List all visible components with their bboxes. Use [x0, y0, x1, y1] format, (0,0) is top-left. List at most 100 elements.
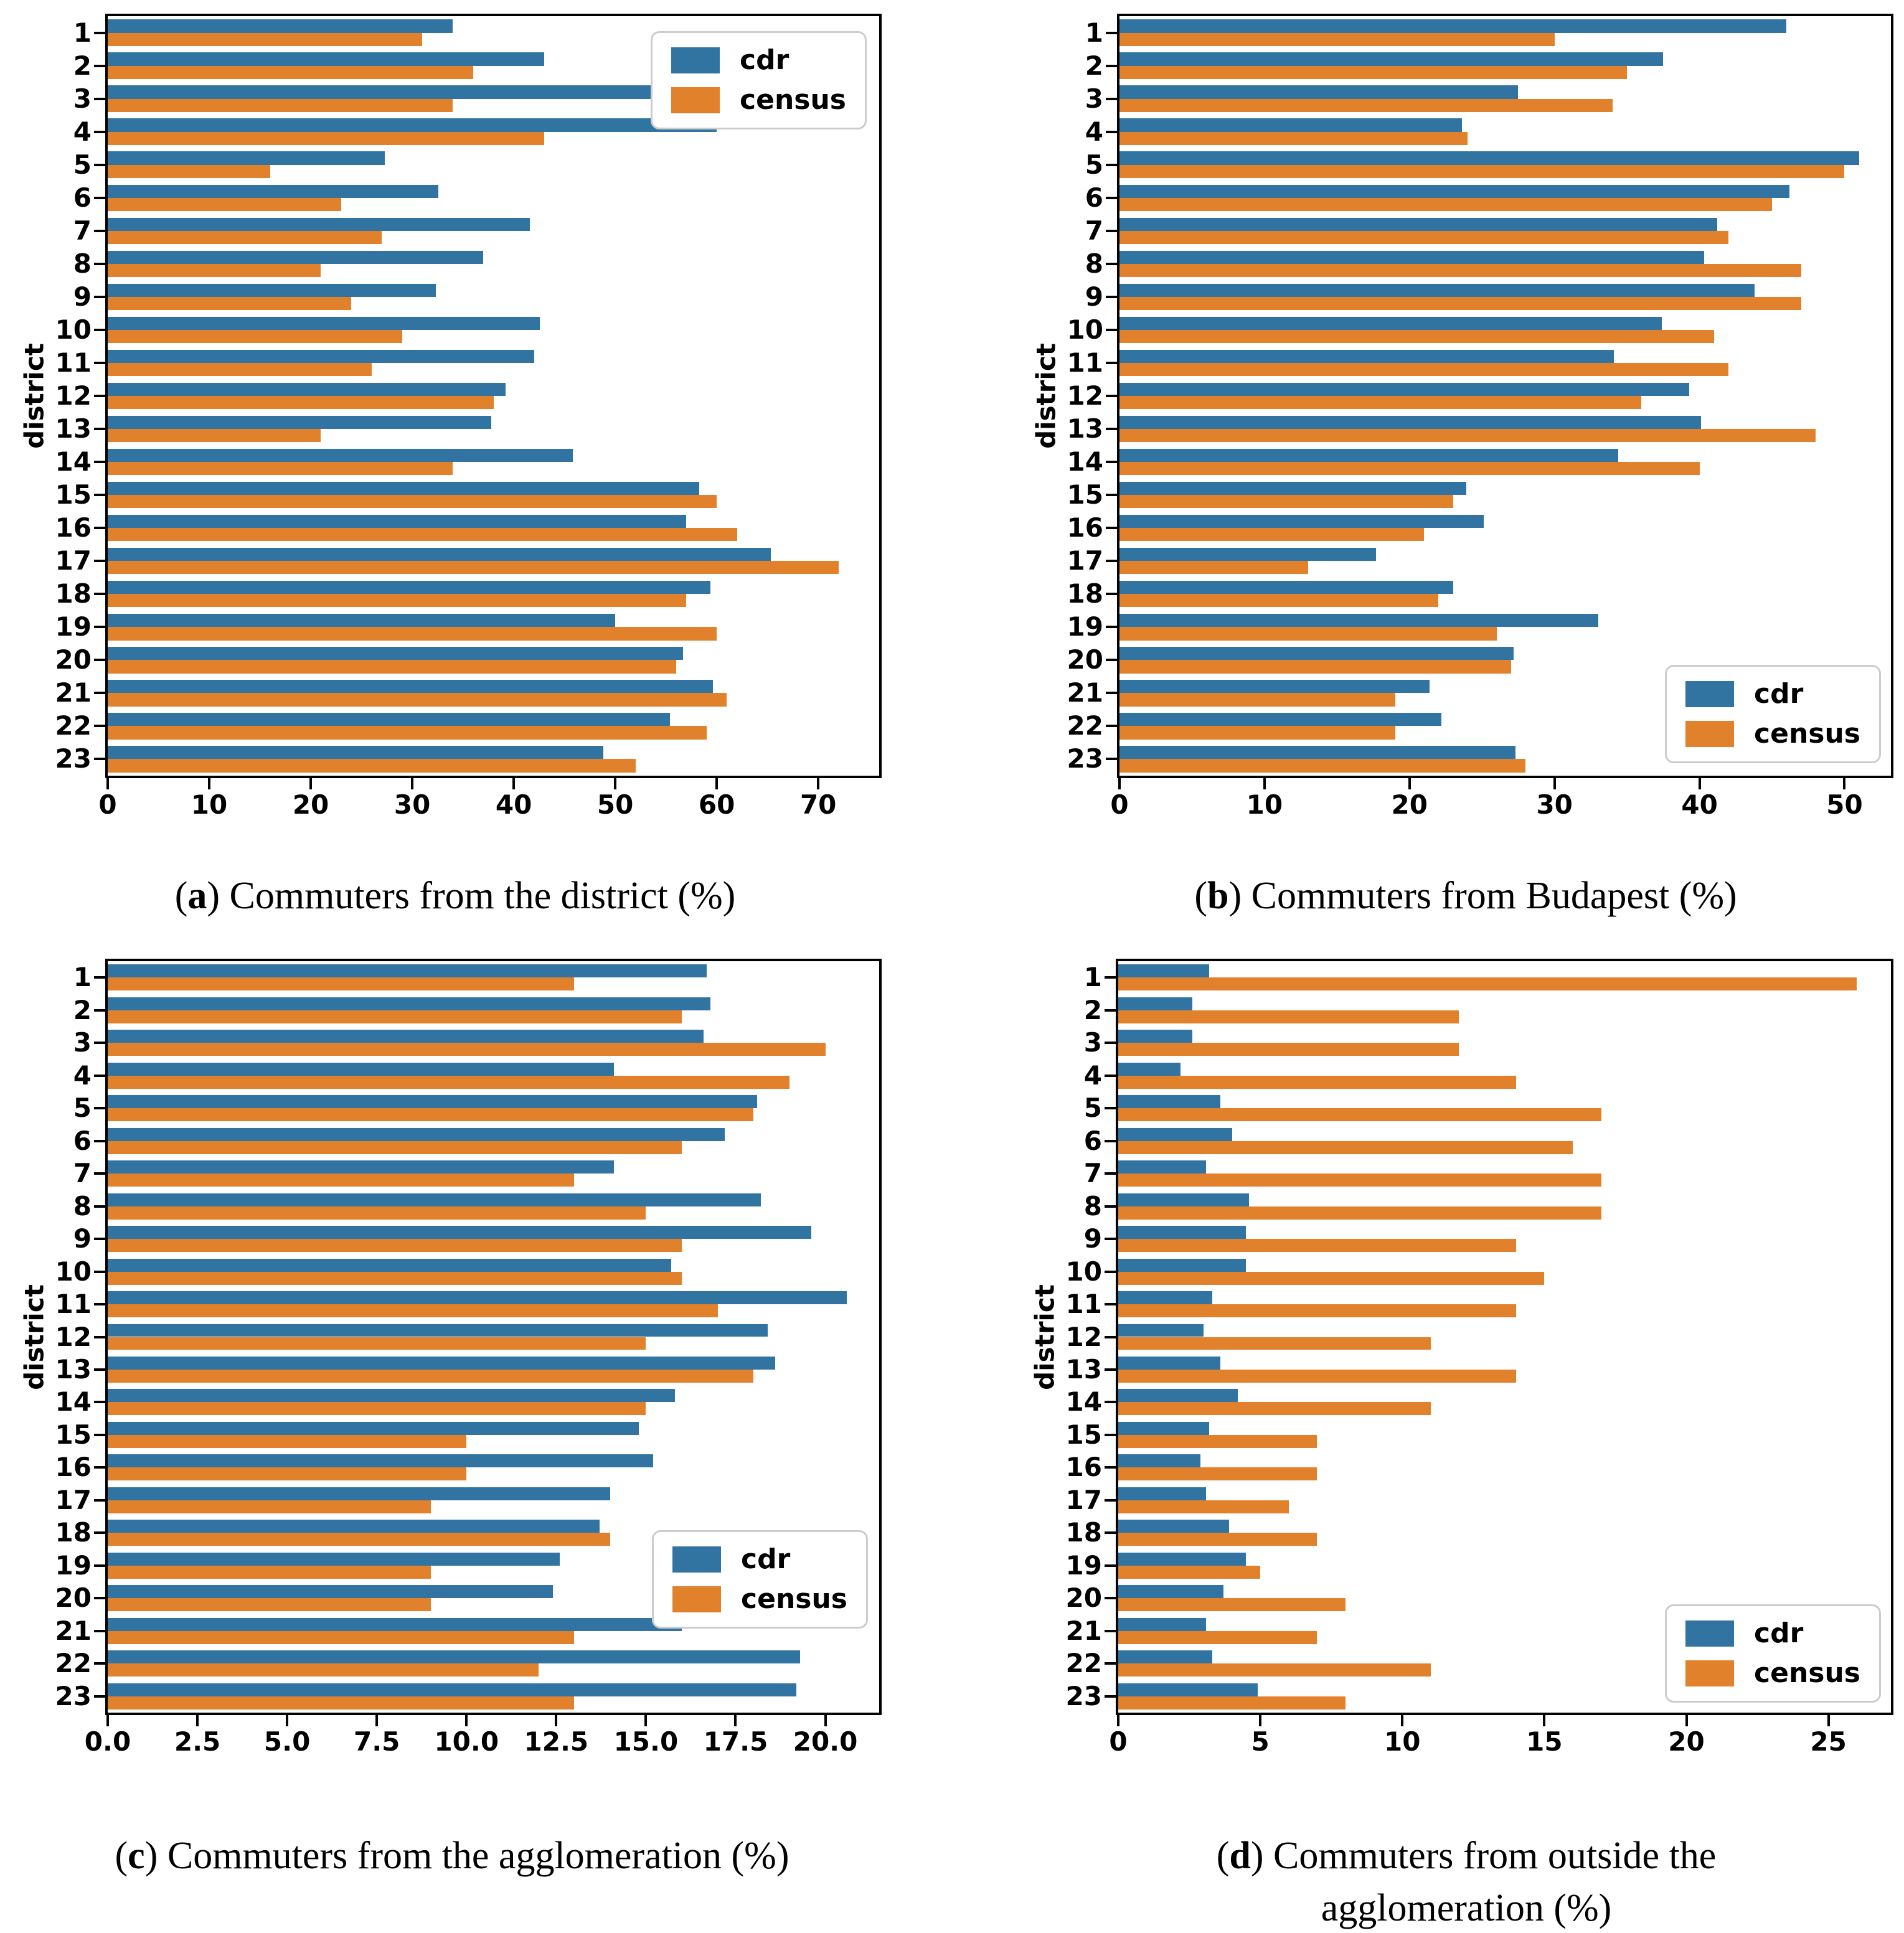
y-tick-label-district-13: 13	[55, 413, 92, 444]
y-tick-label-district-1: 1	[73, 962, 92, 993]
bar-cdr-district-18	[108, 1520, 600, 1533]
legend-swatch-census	[1685, 721, 1735, 747]
y-tick-mark	[94, 1629, 105, 1632]
y-tick-mark	[94, 461, 105, 464]
y-tick-label-district-13: 13	[55, 1353, 92, 1385]
legend-label-census: census	[741, 1583, 847, 1615]
y-tick-label-district-21: 21	[55, 1615, 92, 1646]
bar-census-district-4	[108, 1075, 789, 1089]
y-tick-mark	[1106, 395, 1117, 397]
bar-cdr-district-1	[108, 964, 707, 978]
y-tick-mark	[1106, 64, 1117, 67]
y-tick-label-district-22: 22	[1065, 1648, 1102, 1679]
bar-cdr-district-1	[1119, 19, 1787, 33]
bar-cdr-district-14	[1119, 448, 1619, 463]
bar-census-district-9	[108, 1239, 682, 1253]
y-tick-mark	[94, 692, 105, 695]
bar-census-district-23	[108, 759, 636, 773]
legend-label-cdr: cdr	[741, 1543, 791, 1575]
legend-label-census: census	[1754, 1657, 1860, 1689]
y-tick-mark	[1105, 1107, 1116, 1110]
y-tick-mark	[94, 1042, 105, 1045]
bar-cdr-district-16	[108, 1454, 653, 1468]
x-tick-mark	[715, 778, 719, 789]
y-tick-mark	[1106, 593, 1117, 596]
y-tick-label-district-5: 5	[1083, 1093, 1102, 1124]
bar-census-district-5	[108, 1108, 754, 1122]
x-tick-label-70: 70	[799, 789, 837, 820]
bar-census-district-8	[108, 263, 321, 278]
bar-census-district-3	[1119, 98, 1613, 112]
x-tick-mark	[1685, 1715, 1688, 1726]
bar-cdr-district-23	[108, 1683, 797, 1696]
x-tick-mark	[375, 1715, 379, 1726]
y-tick-label-district-17: 17	[55, 1484, 92, 1515]
bar-cdr-district-2	[1119, 52, 1664, 66]
bar-cdr-district-17	[1119, 548, 1377, 562]
bar-census-district-1	[1118, 977, 1857, 991]
bar-cdr-district-4	[108, 118, 717, 132]
x-tick-label-0: 0	[1109, 1726, 1128, 1757]
y-tick-label-district-4: 4	[1083, 1060, 1102, 1091]
bar-cdr-district-15	[108, 1421, 639, 1435]
x-tick-label-7.5: 7.5	[354, 1726, 400, 1757]
bar-cdr-district-8	[1118, 1193, 1249, 1206]
y-tick-mark	[94, 1564, 105, 1567]
chart-panel-b-commuters-from-budapest: 1 2 3 4 5 6 7 8 9 10 11 12 13 14 15 16 17 18 19 20 21 22 23 0 10…	[1031, 14, 1893, 818]
y-tick-mark	[94, 1238, 105, 1241]
y-tick-label-district-14: 14	[1067, 446, 1103, 477]
x-tick-label-50: 50	[1826, 789, 1863, 820]
legend-label-census: census	[1754, 718, 1860, 750]
bar-census-district-7	[1118, 1173, 1601, 1187]
y-tick-label-district-2: 2	[1083, 994, 1102, 1025]
caption-panel-b: (b) Commuters from Budapest (%)	[1194, 875, 1737, 917]
bar-census-district-8	[108, 1206, 646, 1220]
bar-census-district-22	[1119, 726, 1395, 740]
bar-census-district-16	[1118, 1467, 1317, 1481]
y-tick-label-district-5: 5	[73, 149, 92, 180]
x-tick-label-12.5: 12.5	[524, 1726, 589, 1757]
bar-census-district-20	[1119, 660, 1511, 674]
bar-census-district-16	[1119, 528, 1425, 542]
y-tick-mark	[1105, 1009, 1116, 1012]
y-tick-label-district-15: 15	[1065, 1419, 1102, 1450]
x-tick-mark	[309, 778, 313, 789]
x-tick-mark	[1827, 1715, 1830, 1726]
y-tick-label-district-10: 10	[55, 1256, 92, 1287]
x-tick-label-10: 10	[191, 789, 228, 820]
x-tick-mark	[734, 1715, 737, 1726]
y-axis-label: district	[1030, 343, 1062, 449]
bar-cdr-district-11	[1119, 349, 1614, 363]
y-tick-mark	[94, 560, 105, 563]
bar-census-district-8	[1119, 263, 1801, 278]
bar-cdr-district-22	[1118, 1650, 1212, 1664]
legend-entry-cdr: cdr	[672, 1546, 847, 1573]
bar-cdr-district-18	[1118, 1520, 1229, 1533]
caption-panel-d: (d) Commuters from outside the agglomera…	[1216, 1835, 1717, 1929]
y-tick-label-district-20: 20	[55, 1583, 92, 1614]
x-tick-label-15.0: 15.0	[613, 1726, 679, 1757]
bar-census-district-22	[1118, 1663, 1431, 1677]
y-tick-mark	[1105, 1433, 1116, 1436]
bar-census-district-14	[1118, 1402, 1431, 1416]
y-tick-mark	[94, 295, 105, 298]
bar-census-district-16	[108, 1467, 467, 1481]
y-tick-label-district-3: 3	[73, 83, 92, 114]
bar-cdr-district-8	[1119, 250, 1704, 264]
y-tick-mark	[1106, 361, 1117, 364]
legend-entry-cdr: cdr	[1685, 1620, 1860, 1647]
bar-cdr-district-12	[1119, 382, 1690, 396]
y-tick-label-district-16: 16	[1067, 512, 1103, 543]
y-tick-mark	[1105, 1401, 1116, 1404]
y-tick-label-district-1: 1	[73, 17, 92, 48]
y-tick-mark	[1105, 1368, 1116, 1371]
y-tick-label-district-16: 16	[55, 1452, 92, 1483]
bar-cdr-district-23	[108, 746, 603, 760]
bar-cdr-district-10	[1119, 316, 1662, 330]
y-tick-label-district-5: 5	[1085, 149, 1103, 180]
bar-cdr-district-17	[108, 1487, 610, 1500]
y-tick-label-district-5: 5	[73, 1093, 92, 1124]
bar-cdr-district-9	[1119, 283, 1755, 297]
y-tick-label-district-21: 21	[1065, 1615, 1102, 1646]
y-tick-mark	[94, 1368, 105, 1371]
